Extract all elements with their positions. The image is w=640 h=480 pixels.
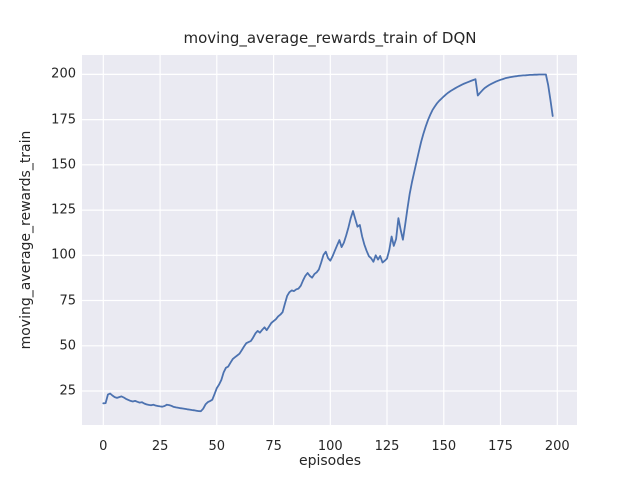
y-tick-label: 200 (51, 66, 76, 82)
y-axis-label: moving_average_rewards_train (18, 130, 34, 350)
y-tick-label: 125 (51, 202, 76, 218)
x-tick-label: 50 (208, 439, 226, 454)
x-tick-label: 25 (151, 439, 169, 454)
x-tick-label: 150 (431, 439, 457, 454)
y-tick-label: 25 (59, 383, 76, 399)
y-tick-label: 50 (59, 338, 76, 354)
chart-title: moving_average_rewards_train of DQN (183, 29, 477, 47)
x-tick-label: 100 (317, 439, 343, 454)
y-tick-label: 175 (51, 112, 76, 128)
y-tick-label: 150 (51, 157, 76, 173)
reward-line (102, 73, 554, 413)
plot-area (82, 55, 577, 425)
y-tick-label: 100 (51, 247, 76, 263)
x-axis-label: episodes (298, 453, 362, 469)
x-tick-label: 75 (265, 439, 282, 454)
x-tick-label: 200 (544, 439, 570, 454)
x-tick-label: 175 (488, 439, 513, 454)
x-tick-label: 125 (374, 439, 400, 454)
y-tick-label: 75 (59, 293, 76, 308)
x-tick-label: 0 (99, 439, 108, 454)
